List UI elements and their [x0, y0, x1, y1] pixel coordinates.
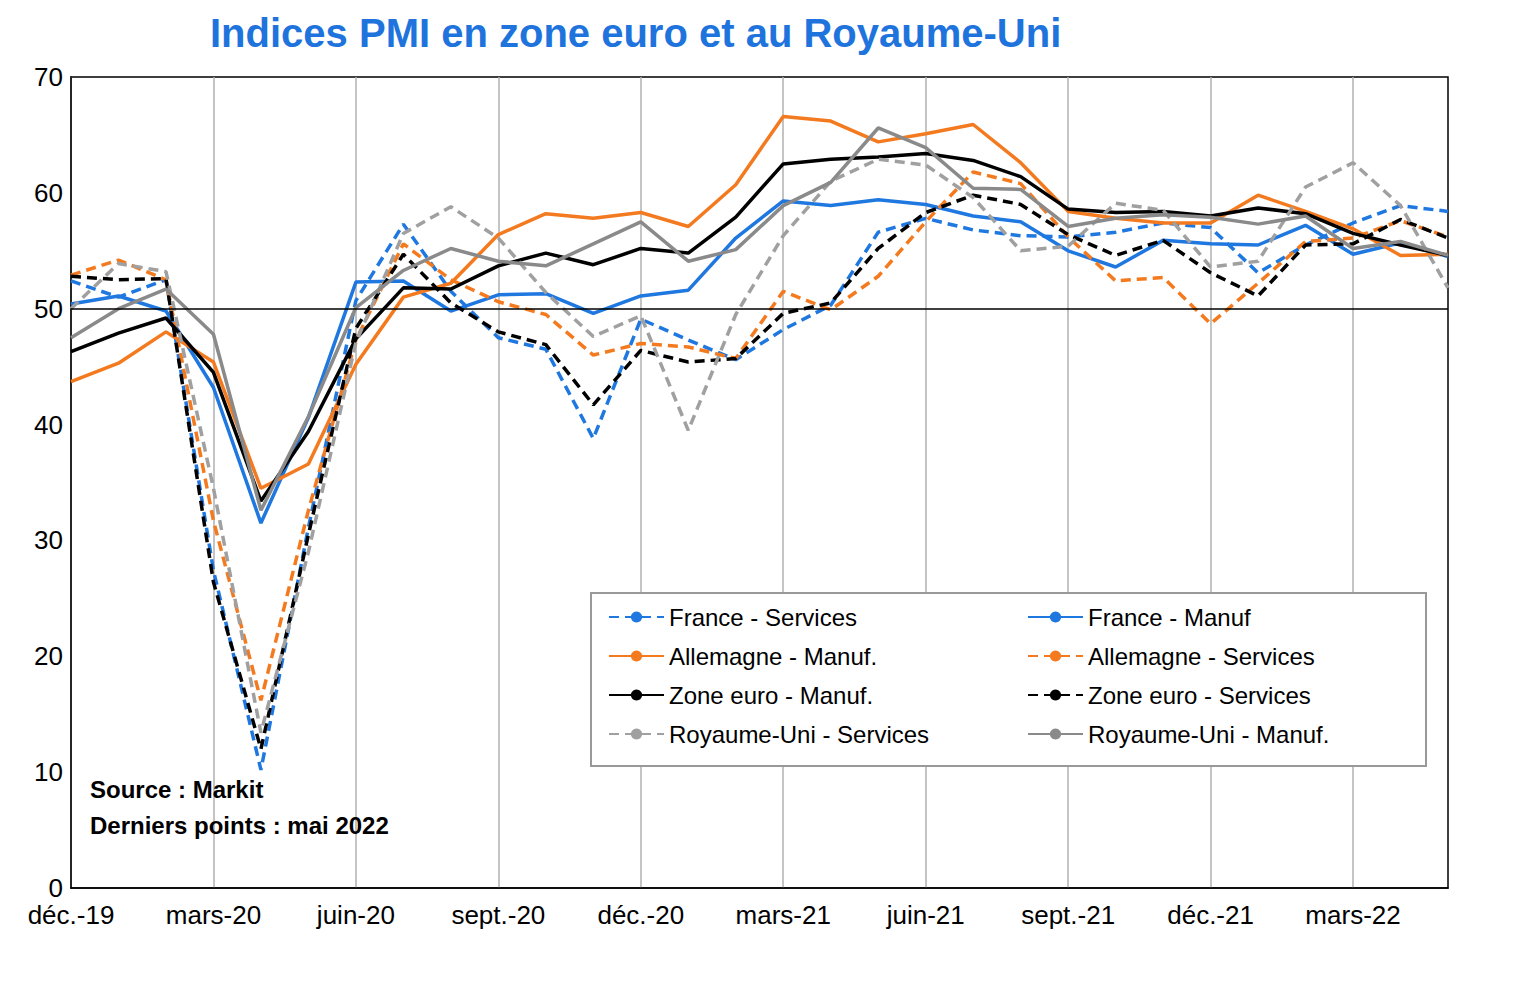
svg-text:0: 0 [49, 873, 63, 903]
svg-text:sept.-21: sept.-21 [1021, 900, 1115, 930]
svg-text:mars-22: mars-22 [1305, 900, 1400, 930]
svg-text:juin-20: juin-20 [316, 900, 395, 930]
svg-text:60: 60 [34, 178, 63, 208]
svg-text:Allemagne - Services: Allemagne - Services [1088, 643, 1315, 670]
svg-text:France - Services: France - Services [669, 604, 857, 631]
svg-text:10: 10 [34, 757, 63, 787]
svg-text:50: 50 [34, 294, 63, 324]
svg-text:Zone euro - Services: Zone euro - Services [1088, 682, 1311, 709]
svg-text:Indices PMI en zone euro et au: Indices PMI en zone euro et au Royaume-U… [210, 11, 1061, 55]
svg-text:sept.-20: sept.-20 [451, 900, 545, 930]
svg-text:déc.-19: déc.-19 [28, 900, 115, 930]
svg-text:Royaume-Uni - Manuf.: Royaume-Uni - Manuf. [1088, 721, 1329, 748]
svg-text:déc.-21: déc.-21 [1167, 900, 1254, 930]
svg-text:Allemagne - Manuf.: Allemagne - Manuf. [669, 643, 877, 670]
svg-text:40: 40 [34, 410, 63, 440]
svg-text:Derniers points : mai 2022: Derniers points : mai 2022 [90, 812, 389, 839]
svg-text:Zone euro - Manuf.: Zone euro - Manuf. [669, 682, 873, 709]
svg-text:mars-21: mars-21 [736, 900, 831, 930]
svg-text:Source : Markit: Source : Markit [90, 776, 263, 803]
svg-text:France - Manuf: France - Manuf [1088, 604, 1251, 631]
svg-text:Royaume-Uni - Services: Royaume-Uni - Services [669, 721, 929, 748]
svg-text:mars-20: mars-20 [166, 900, 261, 930]
svg-text:30: 30 [34, 525, 63, 555]
svg-text:20: 20 [34, 641, 63, 671]
svg-text:déc.-20: déc.-20 [597, 900, 684, 930]
svg-text:juin-21: juin-21 [886, 900, 965, 930]
svg-text:70: 70 [34, 62, 63, 92]
